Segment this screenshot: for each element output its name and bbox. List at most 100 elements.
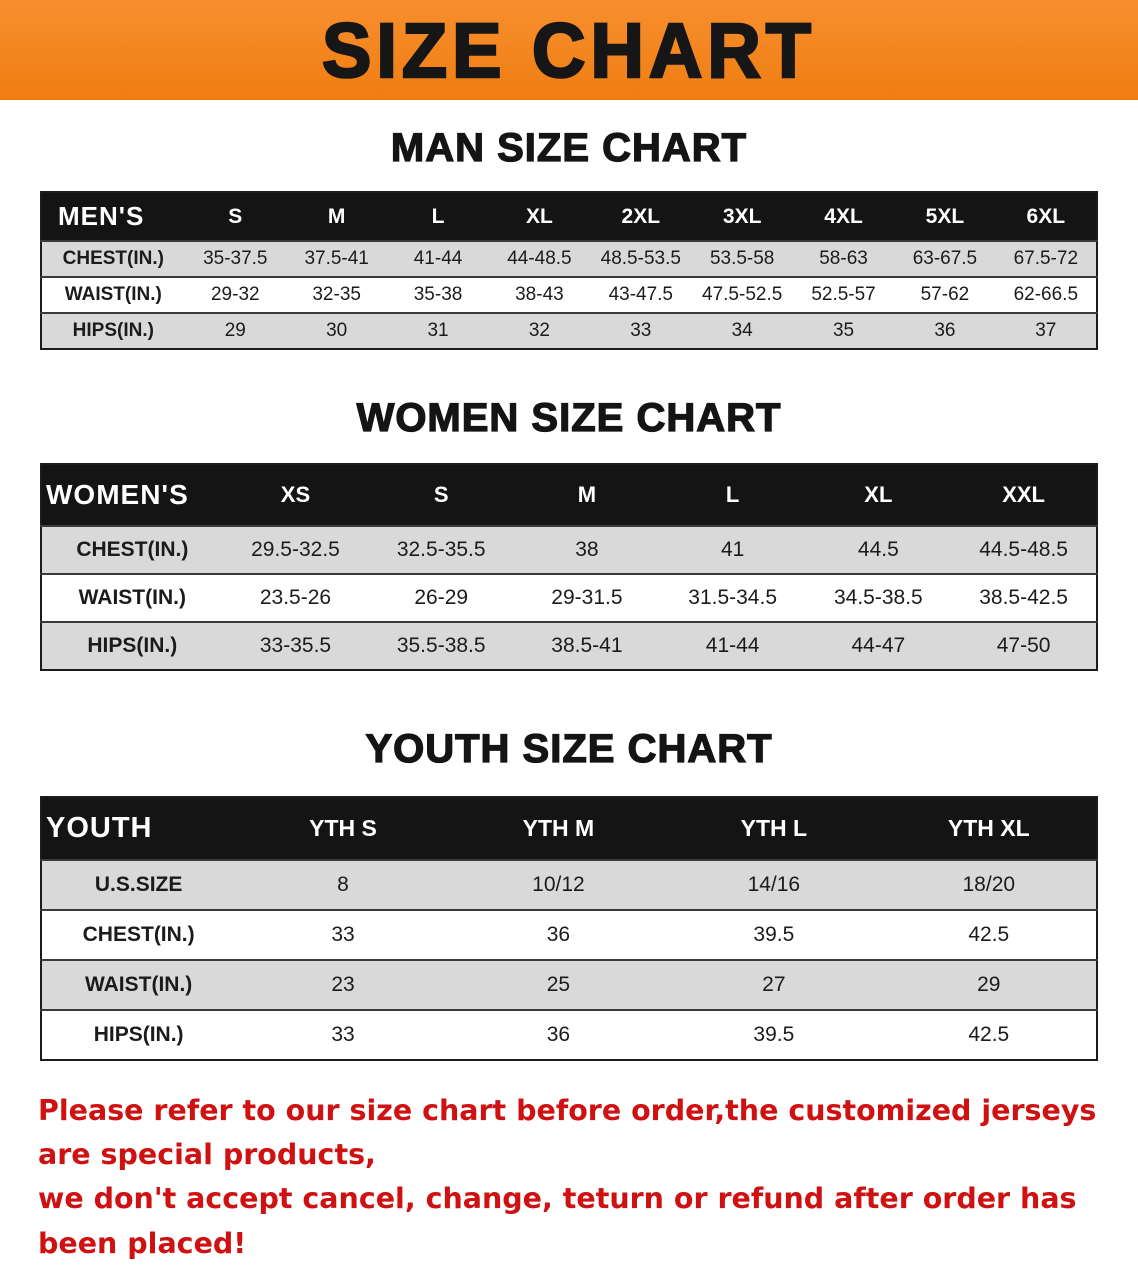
value-cell: 53.5-58: [691, 240, 793, 277]
row-label: HIPS(IN.): [41, 621, 223, 670]
value-cell: 39.5: [666, 909, 882, 960]
women-header-cell: XL: [805, 464, 952, 526]
men-header-cell: MEN'S: [41, 192, 185, 241]
value-cell: 37.5-41: [285, 240, 388, 277]
women-header-cell: WOMEN'S: [41, 464, 223, 526]
youth-chest-row: CHEST(IN.) 33 36 39.5 42.5: [41, 909, 1097, 960]
women-header-cell: M: [514, 464, 660, 526]
value-cell: 35-38: [387, 276, 489, 313]
value-cell: 42.5: [881, 1009, 1097, 1060]
value-cell: 34.5-38.5: [805, 573, 952, 622]
men-header-cell: L: [387, 192, 489, 241]
youth-size-table: YOUTH YTH S YTH M YTH L YTH XL U.S.SIZE …: [40, 796, 1098, 1061]
value-cell: 29.5-32.5: [222, 525, 369, 574]
value-cell: 47-50: [951, 621, 1097, 670]
women-header-cell: S: [368, 464, 515, 526]
men-header-cell: S: [184, 192, 286, 241]
value-cell: 29: [881, 959, 1097, 1010]
value-cell: 43-47.5: [590, 276, 692, 313]
youth-header-cell: YTH XL: [881, 797, 1097, 860]
page-title: SIZE CHART: [321, 6, 816, 95]
youth-header-cell: YTH L: [666, 797, 882, 860]
value-cell: 62-66.5: [995, 276, 1097, 313]
value-cell: 23.5-26: [222, 573, 369, 622]
men-header-cell: XL: [488, 192, 591, 241]
value-cell: 48.5-53.5: [590, 240, 692, 277]
value-cell: 26-29: [368, 573, 515, 622]
value-cell: 33: [590, 312, 692, 349]
value-cell: 67.5-72: [995, 240, 1097, 277]
value-cell: 29: [184, 312, 286, 349]
order-notice: Please refer to our size chart before or…: [38, 1089, 1100, 1266]
value-cell: 41-44: [659, 621, 806, 670]
value-cell: 44.5-48.5: [951, 525, 1097, 574]
value-cell: 41: [659, 525, 806, 574]
men-hips-row: HIPS(IN.) 29 30 31 32 33 34 35 36 37: [41, 312, 1097, 349]
women-chest-row: CHEST(IN.) 29.5-32.5 32.5-35.5 38 41 44.…: [41, 525, 1097, 574]
value-cell: 31: [387, 312, 489, 349]
youth-header-cell: YTH M: [450, 797, 667, 860]
value-cell: 35: [792, 312, 895, 349]
youth-ussize-row: U.S.SIZE 8 10/12 14/16 18/20: [41, 859, 1097, 910]
value-cell: 31.5-34.5: [659, 573, 806, 622]
women-hips-row: HIPS(IN.) 33-35.5 35.5-38.5 38.5-41 41-4…: [41, 621, 1097, 670]
men-size-table: MEN'S S M L XL 2XL 3XL 4XL 5XL 6XL CHEST…: [40, 191, 1098, 350]
value-cell: 32: [488, 312, 591, 349]
men-waist-row: WAIST(IN.) 29-32 32-35 35-38 38-43 43-47…: [41, 276, 1097, 313]
value-cell: 37: [995, 312, 1097, 349]
women-waist-row: WAIST(IN.) 23.5-26 26-29 29-31.5 31.5-34…: [41, 573, 1097, 622]
women-header-cell: L: [659, 464, 806, 526]
men-header-cell: 4XL: [792, 192, 895, 241]
row-label: CHEST(IN.): [41, 525, 223, 574]
row-label: CHEST(IN.): [41, 240, 185, 277]
men-section-heading: MAN SIZE CHART: [390, 125, 748, 170]
value-cell: 35.5-38.5: [368, 621, 515, 670]
men-chest-row: CHEST(IN.) 35-37.5 37.5-41 41-44 44-48.5…: [41, 240, 1097, 277]
value-cell: 25: [450, 959, 667, 1010]
women-header-row: WOMEN'S XS S M L XL XXL: [41, 464, 1097, 526]
men-header-cell: 5XL: [894, 192, 996, 241]
value-cell: 47.5-52.5: [691, 276, 793, 313]
value-cell: 36: [450, 1009, 667, 1060]
value-cell: 23: [235, 959, 451, 1010]
row-label: HIPS(IN.): [41, 312, 185, 349]
men-header-row: MEN'S S M L XL 2XL 3XL 4XL 5XL 6XL: [41, 192, 1097, 241]
value-cell: 52.5-57: [792, 276, 895, 313]
value-cell: 38.5-42.5: [951, 573, 1097, 622]
row-label: WAIST(IN.): [41, 959, 236, 1010]
row-label: WAIST(IN.): [41, 276, 185, 313]
value-cell: 38-43: [488, 276, 591, 313]
banner: SIZE CHART: [0, 0, 1138, 100]
youth-hips-row: HIPS(IN.) 33 36 39.5 42.5: [41, 1009, 1097, 1060]
value-cell: 18/20: [881, 859, 1097, 910]
women-header-cell: XXL: [951, 464, 1097, 526]
value-cell: 27: [666, 959, 882, 1010]
value-cell: 38.5-41: [514, 621, 660, 670]
women-header-cell: XS: [222, 464, 369, 526]
value-cell: 42.5: [881, 909, 1097, 960]
value-cell: 29-32: [184, 276, 286, 313]
row-label: U.S.SIZE: [41, 859, 236, 910]
value-cell: 38: [514, 525, 660, 574]
value-cell: 32.5-35.5: [368, 525, 515, 574]
youth-header-row: YOUTH YTH S YTH M YTH L YTH XL: [41, 797, 1097, 860]
order-notice-line2: we don't accept cancel, change, teturn o…: [38, 1182, 1077, 1260]
value-cell: 44-47: [805, 621, 952, 670]
value-cell: 36: [450, 909, 667, 960]
men-header-cell: M: [285, 192, 388, 241]
value-cell: 36: [894, 312, 996, 349]
value-cell: 33-35.5: [222, 621, 369, 670]
order-notice-line1: Please refer to our size chart before or…: [38, 1094, 1097, 1172]
women-size-table: WOMEN'S XS S M L XL XXL CHEST(IN.) 29.5-…: [40, 463, 1098, 671]
value-cell: 34: [691, 312, 793, 349]
youth-header-cell: YOUTH: [41, 797, 236, 860]
value-cell: 14/16: [666, 859, 882, 910]
row-label: HIPS(IN.): [41, 1009, 236, 1060]
value-cell: 32-35: [285, 276, 388, 313]
youth-section-heading: YOUTH SIZE CHART: [365, 726, 773, 771]
value-cell: 33: [235, 1009, 451, 1060]
value-cell: 58-63: [792, 240, 895, 277]
men-header-cell: 2XL: [590, 192, 692, 241]
value-cell: 33: [235, 909, 451, 960]
